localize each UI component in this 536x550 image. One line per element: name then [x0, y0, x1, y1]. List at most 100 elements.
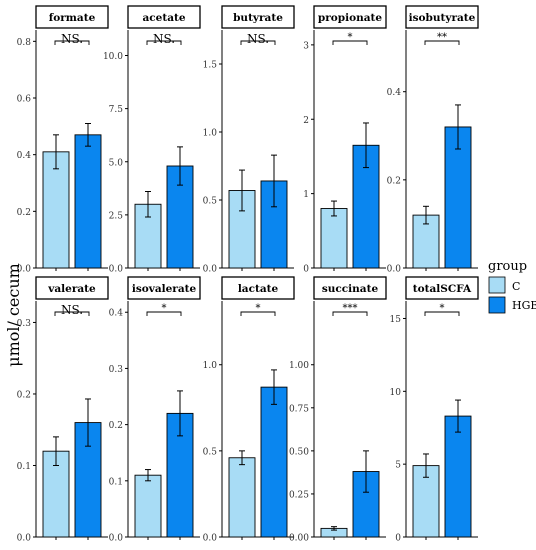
bar-HGB [444, 126, 472, 269]
significance-label: * [440, 303, 445, 314]
panel-title: totalSCFA [413, 283, 472, 295]
y-tick-label: 1 [303, 190, 309, 200]
legend-key-hgb [488, 296, 506, 314]
panel-strip [35, 5, 109, 29]
significance-bracket [424, 311, 460, 316]
panels: formate 0.0 0.2 0.4 0.6 0.8 NS. acetate 0.0 2.5 5.… [17, 5, 479, 544]
y-tick-label: 1.0 [203, 361, 218, 371]
panel-formate: formate 0.0 0.2 0.4 0.6 0.8 NS. [17, 5, 109, 275]
y-tick-label: 0.4 [109, 309, 124, 319]
legend-label-c: C [512, 280, 520, 293]
bar-HGB [260, 386, 288, 538]
y-tick-label: 0.0 [109, 534, 124, 544]
panel-title: butyrate [233, 12, 283, 24]
panel-butyrate: butyrate 0.0 0.5 1.0 1.5 NS. [203, 5, 295, 275]
y-tick-label: 1.00 [289, 361, 309, 371]
panel-title: valerate [47, 283, 96, 295]
panel-acetate: acetate 0.0 2.5 5.0 7.5 10.0 NS. [103, 5, 201, 275]
panel-totalSCFA: totalSCFA 0 5 10 15 * [390, 276, 479, 544]
y-tick-label: 0.8 [17, 38, 32, 48]
y-tick-label: 0.25 [289, 490, 309, 500]
significance-label: NS. [61, 32, 83, 46]
y-tick-label: 2.5 [109, 211, 124, 221]
panel-title: isovalerate [132, 283, 197, 295]
y-tick-label: 0 [303, 265, 309, 275]
y-tick-label: 15 [390, 315, 402, 325]
y-tick-label: 0.4 [17, 151, 32, 161]
y-tick-label: 0.0 [109, 265, 124, 275]
significance-label: NS. [153, 32, 175, 46]
panel-title: isobutyrate [409, 12, 476, 24]
y-tick-label: 0.3 [109, 365, 124, 375]
panel-strip [313, 5, 387, 29]
y-tick-label: 0.6 [17, 95, 32, 105]
significance-label: ** [437, 32, 447, 43]
y-tick-label: 0.2 [17, 390, 31, 400]
bar-C [228, 457, 256, 538]
y-tick-label: 10.0 [103, 52, 123, 62]
significance-bracket [240, 40, 276, 45]
y-tick-label: 0.2 [17, 208, 31, 218]
y-tick-label: 1.0 [203, 129, 218, 139]
panel-succinate: succinate 0.00 0.25 0.50 0.75 1.00 *** [289, 276, 387, 544]
panel-strip [221, 276, 295, 300]
y-tick-label: 0.00 [289, 534, 309, 544]
panel-strip [405, 276, 479, 300]
significance-bracket [240, 311, 276, 316]
significance-bracket [54, 40, 90, 45]
y-tick-label: 2 [303, 116, 309, 126]
significance-label: * [256, 303, 261, 314]
panel-title: propionate [318, 12, 382, 24]
panel-strip [127, 5, 201, 29]
y-tick-label: 0.5 [203, 447, 218, 457]
panel-isobutyrate: isobutyrate 0.0 0.2 0.4 ** [387, 5, 479, 275]
y-tick-label: 0.5 [203, 197, 218, 207]
significance-bracket [146, 40, 182, 45]
panel-title: lactate [238, 283, 279, 295]
y-tick-label: 0.0 [387, 265, 402, 275]
significance-bracket [146, 311, 182, 316]
y-tick-label: 0.4 [387, 88, 402, 98]
legend-title: group [488, 259, 527, 274]
bar-HGB [444, 415, 472, 538]
y-tick-label: 0.0 [203, 265, 218, 275]
y-tick-label: 0.0 [203, 534, 218, 544]
legend: group C HGB [488, 259, 536, 314]
legend-key-c [488, 276, 506, 294]
y-tick-label: 0.1 [109, 477, 123, 487]
y-tick-label: 5.0 [109, 158, 124, 168]
bar-C [42, 151, 70, 269]
significance-label: NS. [61, 303, 83, 317]
panel-title: succinate [322, 283, 379, 295]
panel-title: acetate [142, 12, 185, 24]
panel-strip [127, 276, 201, 300]
y-tick-label: 7.5 [109, 105, 124, 115]
y-tick-label: 3 [303, 41, 309, 51]
legend-label-hgb: HGB [512, 299, 536, 312]
y-tick-label: 0.3 [17, 319, 32, 329]
y-tick-label: 0.0 [17, 534, 32, 544]
panel-strip [35, 276, 109, 300]
panel-title: formate [49, 12, 96, 24]
significance-bracket [332, 311, 368, 316]
y-tick-label: 0.2 [109, 421, 123, 431]
panel-valerate: valerate 0.0 0.1 0.2 0.3 NS. [17, 276, 109, 544]
y-tick-label: 0.1 [17, 462, 31, 472]
bar-HGB [74, 134, 102, 269]
significance-bracket [54, 311, 90, 316]
panel-strip [405, 5, 479, 29]
panel-isovalerate: isovalerate 0.0 0.1 0.2 0.3 0.4 * [109, 276, 201, 544]
y-axis-label: μmol/ cecum [4, 263, 23, 367]
y-tick-label: 0.0 [17, 265, 32, 275]
bar-C [134, 474, 162, 538]
y-tick-label: 0.75 [289, 404, 309, 414]
y-tick-label: 10 [390, 388, 402, 398]
y-tick-label: 0.50 [289, 447, 309, 457]
significance-label: NS. [247, 32, 269, 46]
panel-strip [221, 5, 295, 29]
significance-bracket [424, 40, 460, 45]
significance-label: * [162, 303, 167, 314]
panel-lactate: lactate 0.0 0.5 1.0 * [203, 276, 295, 544]
y-tick-label: 0.2 [387, 176, 401, 186]
